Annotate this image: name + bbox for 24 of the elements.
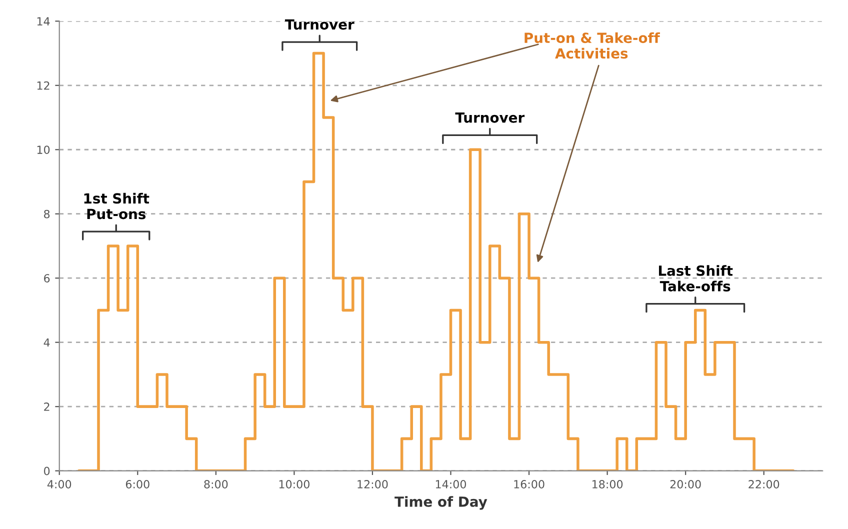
x-tick-label: 22:00	[748, 480, 780, 488]
y-tick-label: 4	[44, 338, 50, 347]
y-tick-label: 14	[37, 17, 50, 26]
x-tick-label: 18:00	[592, 480, 623, 488]
annotation: Last Shift Take-offs	[658, 265, 733, 292]
annotation: 1st Shift Put-ons	[84, 192, 150, 220]
x-axis-title: Time of Day	[394, 496, 488, 510]
y-tick-label: 6	[44, 274, 50, 282]
annotation: Put-on & Take-off Activities	[524, 32, 660, 59]
x-tick-label: 20:00	[670, 480, 701, 488]
x-tick-label: 4:00	[47, 480, 72, 488]
y-tick-label: 8	[44, 210, 50, 218]
y-tick-label: 2	[44, 402, 50, 411]
y-tick-label: 0	[44, 466, 50, 476]
x-tick-label: 10:00	[279, 480, 310, 488]
y-tick-label: 10	[37, 146, 50, 154]
annotation: Turnover	[455, 112, 525, 123]
y-tick-label: 12	[37, 81, 50, 90]
x-tick-label: 14:00	[436, 480, 466, 488]
x-tick-label: 16:00	[514, 480, 544, 488]
x-tick-label: 8:00	[204, 480, 228, 488]
annotation: Turnover	[284, 19, 354, 30]
x-tick-label: 12:00	[358, 480, 388, 488]
x-tick-label: 6:00	[126, 480, 150, 488]
